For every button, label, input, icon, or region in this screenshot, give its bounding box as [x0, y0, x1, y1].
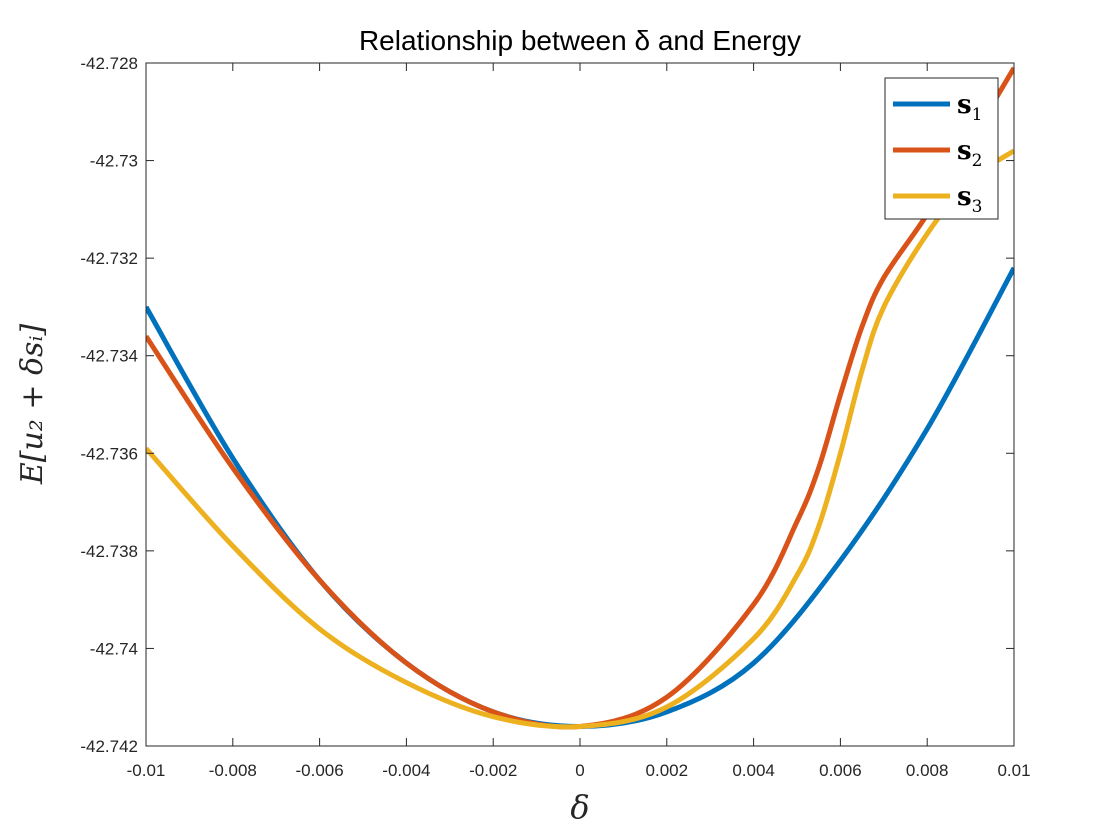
- legend-label-s1: s1: [957, 90, 982, 125]
- series-layer: [146, 66, 1014, 730]
- x-tick-label: 0.004: [732, 761, 775, 780]
- y-tick-label: -42.742: [80, 737, 138, 756]
- x-tick-label: 0.002: [646, 761, 689, 780]
- y-tick-label: -42.73: [90, 152, 138, 171]
- y-tick-label: -42.738: [80, 542, 138, 561]
- x-tick-label: 0: [575, 761, 584, 780]
- y-tick-label: -42.74: [90, 639, 138, 658]
- legend-label-subscript: 2: [972, 151, 983, 171]
- legend-label-s2: s2: [957, 136, 982, 171]
- x-tick-label: -0.01: [127, 761, 166, 780]
- legend-label-s3: s3: [957, 182, 982, 217]
- x-axis-label: δ: [570, 788, 589, 826]
- legend-label-subscript: 3: [972, 197, 983, 217]
- x-tick-label: -0.004: [382, 761, 430, 780]
- y-axis-label: E[u₂ + δsᵢ]: [15, 324, 50, 486]
- chart-title: Relationship between δ and Energy: [359, 25, 801, 56]
- plot-area: [146, 63, 1014, 746]
- y-tick-label: -42.728: [80, 54, 138, 73]
- x-axis-ticks: -0.01 -0.008 -0.006 -0.004 -0.002 0 0.002 0.004…: [127, 63, 1031, 780]
- y-axis-ticks: -42.742 -42.74 -42.738 -42.736 -42.734 -42.73…: [80, 54, 1014, 756]
- series-line-s3: [146, 148, 1014, 730]
- x-tick-label: -0.002: [469, 761, 517, 780]
- x-tick-label: 0.01: [997, 761, 1030, 780]
- x-tick-label: -0.008: [209, 761, 257, 780]
- x-tick-label: 0.008: [906, 761, 949, 780]
- series-line-s2: [146, 66, 1014, 730]
- y-tick-label: -42.734: [80, 347, 138, 366]
- x-tick-label: 0.006: [819, 761, 862, 780]
- y-tick-label: -42.732: [80, 249, 138, 268]
- legend-label-main: s: [957, 136, 972, 166]
- legend-label-subscript: 1: [972, 105, 983, 125]
- legend-label-main: s: [957, 182, 972, 212]
- axes-box: [145, 62, 1015, 747]
- y-tick-label: -42.736: [80, 444, 138, 463]
- x-tick-label: -0.006: [295, 761, 343, 780]
- legend-label-main: s: [957, 90, 972, 120]
